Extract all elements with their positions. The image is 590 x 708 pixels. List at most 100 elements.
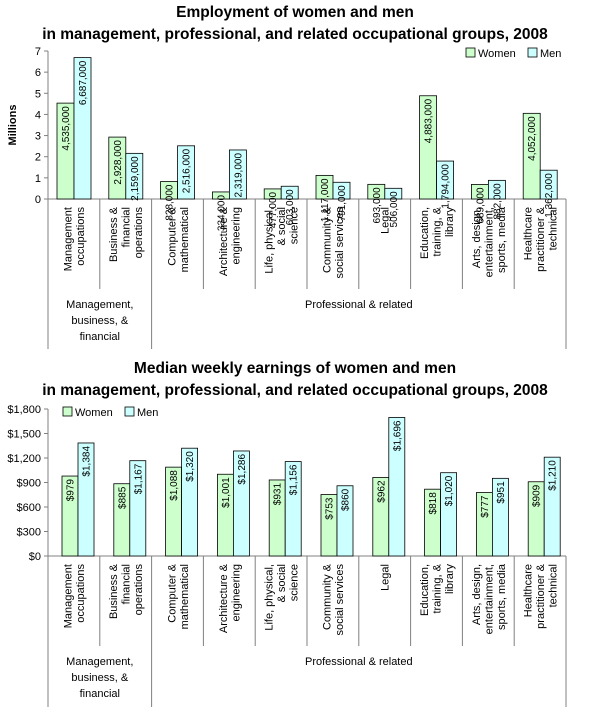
y-tick-label: $300 xyxy=(17,527,41,539)
category-label: Legal xyxy=(380,207,392,234)
legend: Women Men xyxy=(466,48,561,60)
bar-value-label: 6,687,000 xyxy=(78,60,89,105)
bar-value-label: 4,052,000 xyxy=(527,116,538,161)
category-label: social services xyxy=(334,207,346,279)
category-label: entertainment, xyxy=(483,564,495,634)
chart-title: Employment of women and men xyxy=(176,4,414,21)
category-label: Life, physical, xyxy=(264,207,276,274)
legend-swatch-men xyxy=(528,48,537,57)
chart-1: Employment of women and men in management… xyxy=(7,4,566,349)
category-label: science xyxy=(289,207,301,244)
category-label: Education, xyxy=(419,564,431,616)
y-tick-label: 4 xyxy=(35,109,41,121)
group-label: Management, xyxy=(66,299,133,311)
legend-swatch-men xyxy=(125,407,134,416)
bar-value-label: $1,167 xyxy=(133,463,144,494)
category-label: Community & xyxy=(322,563,334,630)
category-label: library xyxy=(444,564,456,594)
y-tick-label: $1,200 xyxy=(7,453,41,465)
category-label: Business & xyxy=(108,206,120,262)
bar-value-label: $979 xyxy=(66,479,77,502)
category-label: Business & xyxy=(108,563,120,619)
category-label: Computer & xyxy=(166,563,178,622)
y-tick-label: $600 xyxy=(17,502,41,514)
bar-value-label: $818 xyxy=(428,492,439,515)
y-tick-label: 6 xyxy=(35,67,41,79)
category-label: Architecture & xyxy=(218,206,230,276)
bar-value-label: 2,319,000 xyxy=(233,153,244,198)
bar-value-label: $1,286 xyxy=(237,454,248,485)
category-label: practitioner & xyxy=(535,206,547,271)
bar-value-label: 2,928,000 xyxy=(113,140,124,185)
category-label: Healthcare xyxy=(523,564,535,617)
category-label: training, & xyxy=(432,206,444,256)
chart-title: in management, professional, and related… xyxy=(42,382,548,399)
bar-value-label: $1,088 xyxy=(169,470,180,501)
category-label: library xyxy=(444,207,456,237)
y-tick-label: 1 xyxy=(35,173,41,185)
bar-value-label: $885 xyxy=(117,486,128,509)
category-label: & social xyxy=(276,564,288,603)
category-label: Architecture & xyxy=(218,563,230,633)
y-tick-label: 0 xyxy=(35,194,41,206)
category-label: sports, media xyxy=(496,563,508,630)
category-label: financial xyxy=(121,564,133,604)
bar-value-label: 2,516,000 xyxy=(182,148,193,193)
category-label: technical xyxy=(548,564,560,607)
bar-value-label: $951 xyxy=(496,481,507,504)
category-label: occupations xyxy=(75,564,87,623)
category-label: Arts, design, xyxy=(471,207,483,268)
category-label: sports, media xyxy=(496,206,508,273)
bar-value-label: $777 xyxy=(480,495,491,518)
bar-value-label: $1,384 xyxy=(82,446,93,477)
bar-value-label: $1,696 xyxy=(392,420,403,451)
category-label: training, & xyxy=(432,563,444,613)
category-label: Legal xyxy=(380,564,392,591)
bar-value-label: 1,794,000 xyxy=(441,164,452,209)
category-label: Computer & xyxy=(166,206,178,265)
legend: Women Men xyxy=(63,407,158,419)
group-label: financial xyxy=(80,331,120,343)
category-label: Life, physical, xyxy=(264,564,276,631)
bar-value-label: $909 xyxy=(532,484,543,507)
legend-swatch-women xyxy=(466,48,475,57)
category-label: mathematical xyxy=(179,207,191,272)
bar-value-label: $1,156 xyxy=(289,464,300,495)
y-tick-label: $0 xyxy=(29,551,41,563)
category-label: entertainment, xyxy=(483,207,495,277)
category-label: Education, xyxy=(419,207,431,259)
category-label: Healthcare xyxy=(523,207,535,260)
legend-label-men: Men xyxy=(540,48,561,60)
group-label: Professional & related xyxy=(305,656,413,668)
y-tick-label: 3 xyxy=(35,131,41,143)
category-label: technical xyxy=(548,207,560,250)
category-label: Management xyxy=(63,564,75,628)
category-label: financial xyxy=(121,207,133,247)
y-tick-label: $900 xyxy=(17,478,41,490)
legend-label-women: Women xyxy=(478,48,516,60)
category-label: Community & xyxy=(322,206,334,273)
category-label: occupations xyxy=(75,207,87,266)
group-label: Management, xyxy=(66,656,133,668)
y-tick-label: $1,500 xyxy=(7,429,41,441)
category-label: operations xyxy=(133,207,145,259)
bar-value-label: $1,020 xyxy=(444,475,455,506)
category-label: Arts, design, xyxy=(471,564,483,625)
bar-value-label: $860 xyxy=(341,488,352,511)
bar-value-label: $962 xyxy=(376,480,387,503)
bar-value-label: 4,535,000 xyxy=(61,106,72,151)
chart-2: Median weekly earnings of women and men i… xyxy=(7,360,566,707)
category-label: operations xyxy=(133,564,145,616)
category-label: social services xyxy=(334,564,346,636)
bar-value-label: 2,159,000 xyxy=(130,156,141,201)
category-label: engineering xyxy=(231,207,243,265)
bar-value-label: $753 xyxy=(325,497,336,520)
y-tick-label: 2 xyxy=(35,152,41,164)
legend-label-men: Men xyxy=(137,407,158,419)
legend-label-women: Women xyxy=(75,407,113,419)
chart-title: Median weekly earnings of women and men xyxy=(134,360,456,377)
group-label: financial xyxy=(80,688,120,700)
category-label: practitioner & xyxy=(535,563,547,628)
bar-value-label: $1,210 xyxy=(548,460,559,491)
